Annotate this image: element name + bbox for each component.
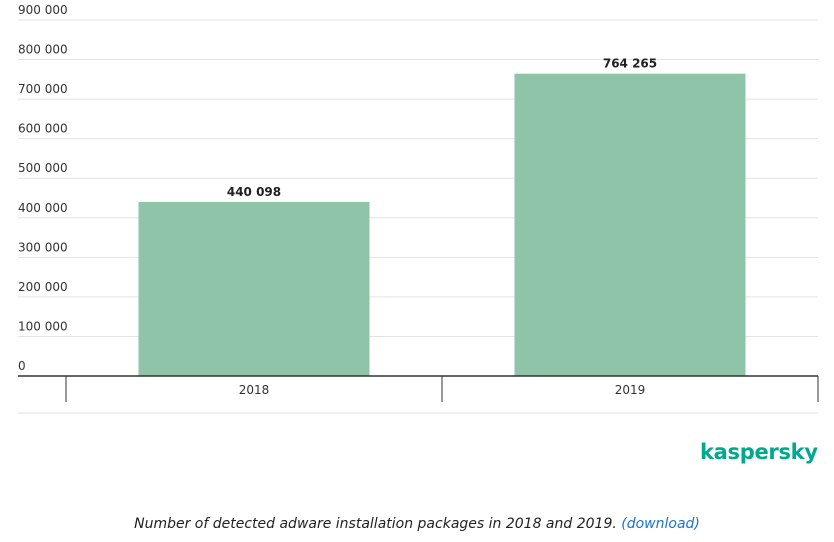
x-tick-label: 2018 <box>239 383 270 397</box>
bar-chart: 0 100 000 200 000 300 000 400 000 500 000 600 … <box>18 3 819 414</box>
y-tick-label: 300 000 <box>18 240 68 254</box>
figure-caption: Number of detected adware installation p… <box>0 516 834 532</box>
y-tick-label: 500 000 <box>18 161 68 175</box>
x-axis: 2018 2019 <box>18 375 819 414</box>
data-label: 764 265 <box>603 57 657 71</box>
y-tick-label: 400 000 <box>18 201 68 215</box>
y-tick-label: 700 000 <box>18 82 68 96</box>
y-tick-label: 200 000 <box>18 280 68 294</box>
y-tick-label: 900 000 <box>18 3 68 17</box>
download-link[interactable]: (download) <box>621 516 700 532</box>
y-tick-label: 0 <box>18 359 26 373</box>
bar <box>514 73 746 376</box>
caption-text: Number of detected adware installation p… <box>134 516 617 532</box>
data-label: 440 098 <box>227 185 281 199</box>
bar <box>138 201 370 376</box>
bars: 440 098 764 265 <box>138 57 746 376</box>
y-tick-label: 600 000 <box>18 122 68 136</box>
y-tick-label: 100 000 <box>18 319 68 333</box>
y-tick-label: 800 000 <box>18 43 68 57</box>
kaspersky-logo: kaspersky <box>700 440 818 464</box>
x-tick-label: 2019 <box>615 383 646 397</box>
y-axis-ticks: 0 100 000 200 000 300 000 400 000 500 000 600 … <box>18 3 68 373</box>
